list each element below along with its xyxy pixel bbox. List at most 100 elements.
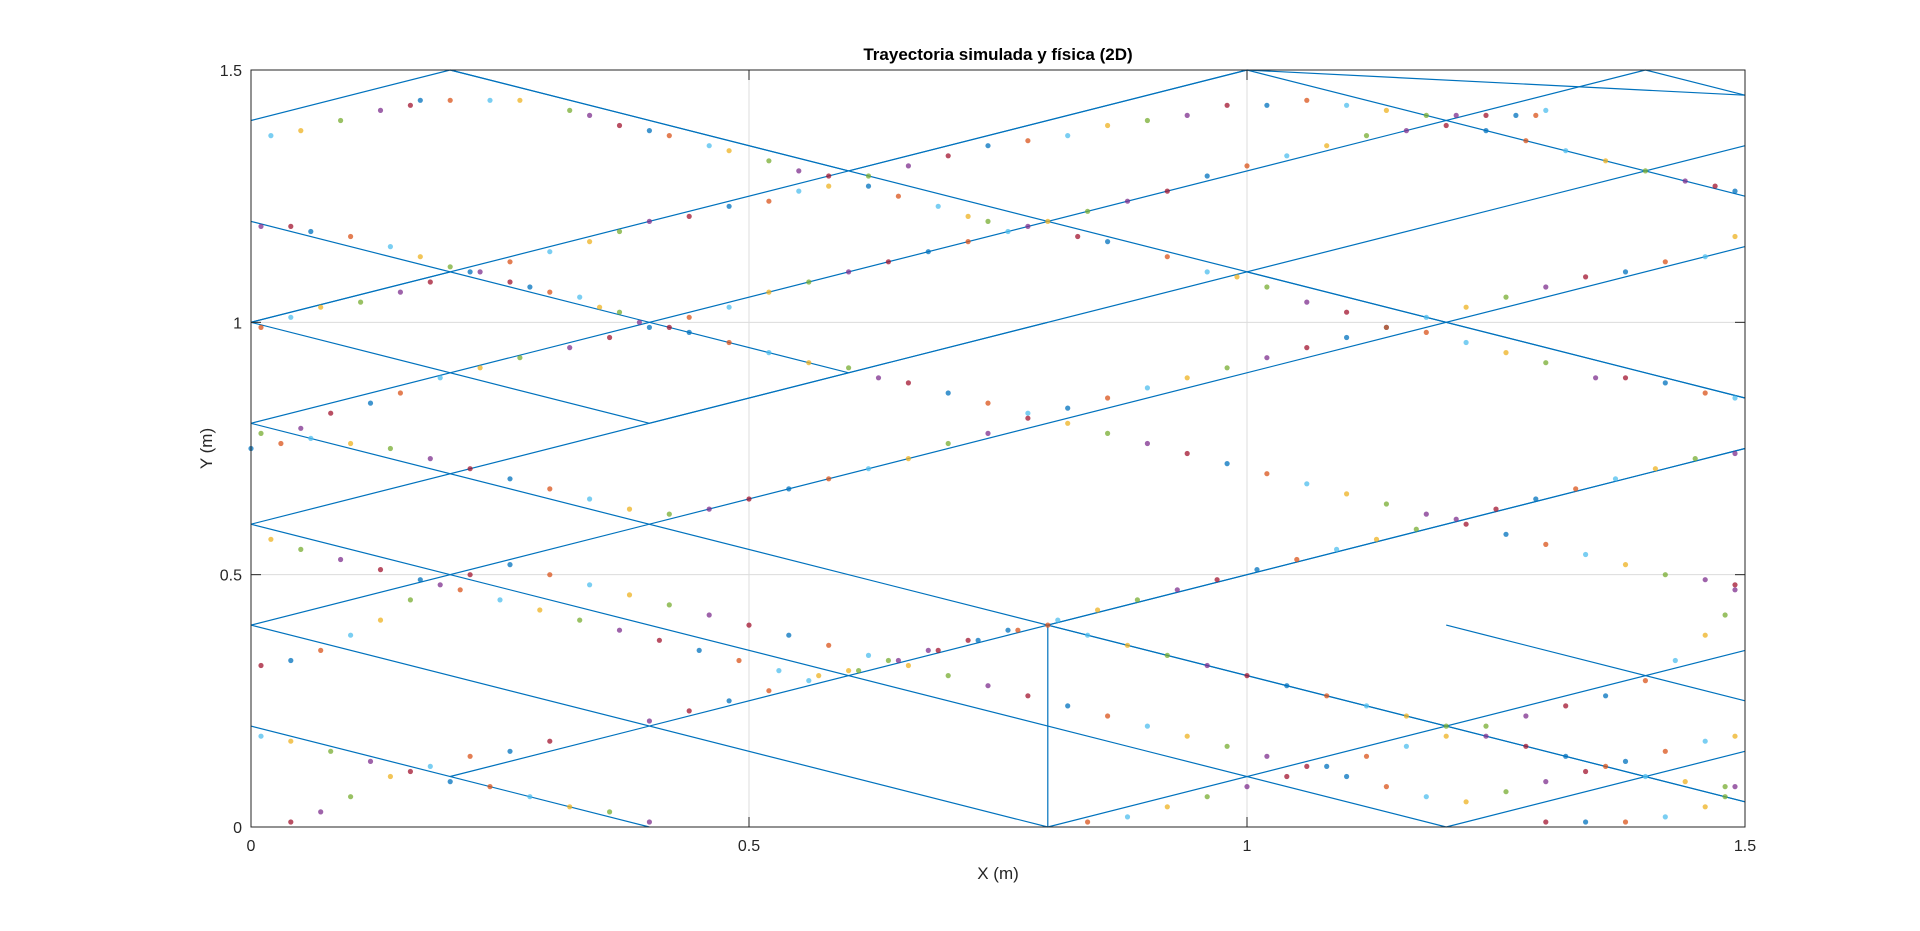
dot-5-13 xyxy=(776,668,782,674)
dot-6-5 xyxy=(407,597,413,603)
series-layer xyxy=(248,69,1746,828)
dot-3-9 xyxy=(607,334,613,341)
dot-4-11 xyxy=(666,511,672,517)
dot-5-9 xyxy=(616,627,623,633)
dot-9-9 xyxy=(1443,733,1449,739)
dot-6-8 xyxy=(507,562,513,568)
trajectory-line-10 xyxy=(250,624,1746,828)
dot-0-36 xyxy=(1503,350,1509,356)
dot-4-37 xyxy=(1702,254,1708,260)
dot-4-38 xyxy=(1732,233,1738,240)
dot-1-39 xyxy=(1583,551,1589,558)
dot-7-4 xyxy=(407,768,413,775)
dot-0-41 xyxy=(1702,390,1708,396)
y-tick-label-3: 1.5 xyxy=(220,63,242,80)
dot-0-35 xyxy=(1463,339,1469,346)
dot-1-0 xyxy=(258,223,264,229)
x-tick-label-0: 0 xyxy=(247,838,256,855)
dot-5-25 xyxy=(1254,567,1260,573)
dot-5-23 xyxy=(1174,587,1180,593)
dot-1-17 xyxy=(726,339,732,346)
dot-3-0 xyxy=(258,430,264,436)
dot-2-1 xyxy=(288,314,294,320)
dot-3-15 xyxy=(846,269,852,275)
dot-9-1 xyxy=(1124,814,1131,820)
dot-5-19 xyxy=(1015,627,1021,633)
dot-6-24 xyxy=(1144,723,1150,729)
dot-5-20 xyxy=(1055,617,1061,623)
dot-2-24 xyxy=(1144,117,1150,124)
dot-0-24 xyxy=(1025,223,1031,229)
dot-3-26 xyxy=(1284,153,1290,159)
dot-7-13 xyxy=(467,753,473,759)
dot-0-10 xyxy=(587,112,593,118)
dot-0-31 xyxy=(1304,299,1310,305)
dot-1-20 xyxy=(846,365,852,371)
dot-8-12 xyxy=(1124,642,1131,648)
dot-4-30 xyxy=(1423,314,1429,320)
dot-4-20 xyxy=(1025,415,1031,421)
dot-8-3 xyxy=(766,688,772,694)
dot-8-17 xyxy=(1324,693,1330,699)
dot-8-13 xyxy=(1164,652,1170,659)
dot-0-6 xyxy=(447,97,453,103)
dot-series-7 xyxy=(258,733,653,825)
dot-5-3 xyxy=(377,567,384,573)
dot-1-30 xyxy=(1224,461,1230,467)
dot-5-8 xyxy=(577,617,583,623)
dot-9-4 xyxy=(1244,784,1250,790)
dot-7-11 xyxy=(547,738,553,744)
dot-0-14 xyxy=(706,143,712,149)
dot-3-34 xyxy=(1603,158,1609,164)
dot-1-26 xyxy=(1065,420,1071,426)
dot-8-1 xyxy=(686,708,692,714)
dot-6-11 xyxy=(626,592,633,598)
dot-7-16 xyxy=(348,794,354,800)
dot-6-36 xyxy=(1622,758,1629,765)
dot-4-1 xyxy=(278,440,284,447)
dot-1-12 xyxy=(597,304,603,310)
dot-2-13 xyxy=(726,203,732,209)
dot-6-15 xyxy=(786,632,792,638)
dot-0-29 xyxy=(1234,274,1240,280)
dot-0-39 xyxy=(1622,375,1629,381)
dot-9-2 xyxy=(1164,804,1170,810)
dot-6-17 xyxy=(865,652,872,659)
dot-4-34 xyxy=(1583,274,1589,280)
dot-3-35 xyxy=(1642,168,1648,174)
trajectory-line-11 xyxy=(250,725,650,828)
dot-8-24 xyxy=(1603,763,1609,770)
dot-4-2 xyxy=(308,435,314,441)
dot-5-26 xyxy=(1294,556,1300,563)
dot-6-1 xyxy=(288,657,294,664)
dot-9-0 xyxy=(1085,819,1091,825)
dot-9-17 xyxy=(1722,612,1728,618)
dot-3-3 xyxy=(367,400,374,406)
dot-3-13 xyxy=(766,289,772,295)
dot-7-9 xyxy=(607,809,613,815)
dot-5-2 xyxy=(338,556,344,563)
dot-2-26 xyxy=(1224,102,1230,108)
dot-1-34 xyxy=(1383,501,1389,507)
dot-2-16 xyxy=(826,183,832,189)
dot-series-8 xyxy=(646,622,1728,790)
dot-9-18 xyxy=(1732,587,1738,593)
dot-2-33 xyxy=(1483,112,1489,118)
dot-0-20 xyxy=(895,193,902,199)
dot-6-32 xyxy=(1463,799,1469,805)
dot-3-12 xyxy=(726,304,732,310)
dot-3-29 xyxy=(1403,128,1409,134)
dot-series-0 xyxy=(268,97,1738,401)
dot-2-31 xyxy=(1423,112,1429,118)
dot-4-35 xyxy=(1622,269,1629,275)
dot-0-32 xyxy=(1344,309,1350,315)
dot-0-28 xyxy=(1204,269,1210,275)
dot-1-24 xyxy=(985,400,991,406)
dot-2-6 xyxy=(467,269,473,275)
y-axis-label: Y (m) xyxy=(197,428,216,469)
dot-5-4 xyxy=(417,577,423,583)
dot-series-3 xyxy=(258,122,1738,436)
dot-0-13 xyxy=(666,133,672,139)
tick-layer: 0 0.5 1 1.5 0 0.5 1 1.5 xyxy=(220,63,1756,855)
dot-6-33 xyxy=(1503,789,1509,795)
